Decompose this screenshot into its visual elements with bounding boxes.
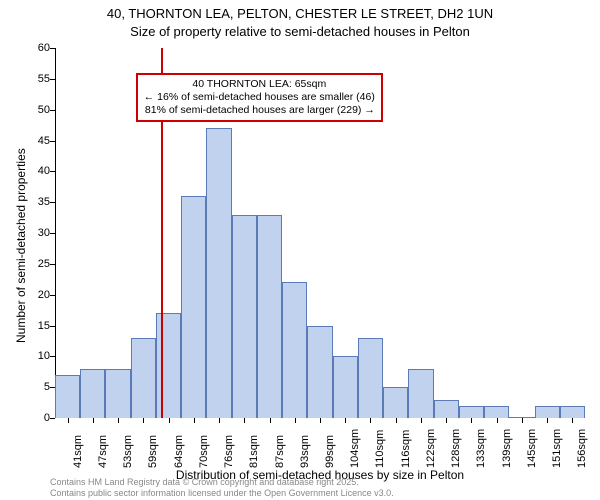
x-tick-label: 93sqm (299, 435, 311, 468)
x-tick-label: 59sqm (147, 435, 159, 468)
histogram-bar (535, 406, 560, 418)
x-tick-mark (320, 418, 321, 423)
histogram-bar (257, 215, 282, 419)
y-axis-line (55, 48, 56, 418)
x-tick-label: 133sqm (475, 429, 487, 468)
y-tick-label: 20 (20, 289, 50, 301)
title-line-2: Size of property relative to semi-detach… (0, 24, 600, 39)
y-tick-label: 45 (20, 135, 50, 147)
x-tick-mark (270, 418, 271, 423)
y-tick-label: 15 (20, 320, 50, 332)
x-tick-label: 87sqm (274, 435, 286, 468)
x-tick-mark (471, 418, 472, 423)
x-tick-mark (497, 418, 498, 423)
x-tick-label: 116sqm (400, 430, 412, 468)
x-tick-mark (370, 418, 371, 423)
histogram-bar (383, 387, 408, 418)
x-tick-label: 139sqm (501, 429, 513, 468)
x-tick-mark (522, 418, 523, 423)
histogram-bar (80, 369, 105, 418)
x-tick-label: 47sqm (97, 435, 109, 468)
y-tick-label: 5 (20, 381, 50, 393)
x-tick-mark (421, 418, 422, 423)
plot-area: 40 THORNTON LEA: 65sqm← 16% of semi-deta… (55, 48, 585, 418)
annotation-line-1: 40 THORNTON LEA: 65sqm (144, 78, 375, 91)
y-tick-label: 50 (20, 104, 50, 116)
histogram-bar (181, 196, 206, 418)
histogram-bar (408, 369, 433, 418)
footer-attribution: Contains HM Land Registry data © Crown c… (50, 477, 394, 498)
histogram-bar (156, 313, 181, 418)
x-tick-label: 64sqm (173, 435, 185, 468)
histogram-bar (459, 406, 484, 418)
x-tick-label: 156sqm (576, 429, 588, 468)
footer-line-1: Contains HM Land Registry data © Crown c… (50, 477, 394, 487)
x-tick-mark (68, 418, 69, 423)
y-axis-label: Number of semi-detached properties (14, 148, 28, 343)
x-tick-mark (93, 418, 94, 423)
x-tick-mark (244, 418, 245, 423)
y-tick-label: 0 (20, 412, 50, 424)
x-tick-mark (169, 418, 170, 423)
histogram-bar (206, 128, 231, 418)
histogram-bar (358, 338, 383, 418)
x-tick-label: 99sqm (324, 435, 336, 468)
x-tick-label: 104sqm (349, 429, 361, 468)
annotation-box: 40 THORNTON LEA: 65sqm← 16% of semi-deta… (136, 73, 383, 122)
x-tick-label: 122sqm (425, 429, 437, 468)
x-tick-mark (118, 418, 119, 423)
chart-container: 40, THORNTON LEA, PELTON, CHESTER LE STR… (0, 0, 600, 500)
y-tick-label: 40 (20, 165, 50, 177)
histogram-bar (105, 369, 130, 418)
y-tick-label: 35 (20, 196, 50, 208)
x-tick-label: 81sqm (248, 435, 260, 468)
x-tick-mark (143, 418, 144, 423)
x-tick-label: 145sqm (526, 429, 538, 468)
x-tick-mark (396, 418, 397, 423)
x-tick-mark (572, 418, 573, 423)
x-tick-label: 151sqm (551, 429, 563, 468)
histogram-bar (282, 282, 307, 418)
histogram-bar (560, 406, 585, 418)
y-tick-label: 30 (20, 227, 50, 239)
histogram-bar (484, 406, 509, 418)
y-tick-label: 55 (20, 73, 50, 85)
x-tick-label: 41sqm (72, 435, 84, 468)
y-tick-label: 25 (20, 258, 50, 270)
histogram-bar (232, 215, 257, 419)
x-tick-label: 76sqm (223, 435, 235, 468)
x-tick-mark (295, 418, 296, 423)
x-tick-mark (345, 418, 346, 423)
x-tick-mark (194, 418, 195, 423)
histogram-bar (131, 338, 156, 418)
x-tick-mark (446, 418, 447, 423)
x-tick-mark (219, 418, 220, 423)
y-tick-mark (50, 418, 55, 419)
title-line-1: 40, THORNTON LEA, PELTON, CHESTER LE STR… (0, 6, 600, 21)
histogram-bar (333, 356, 358, 418)
x-tick-label: 53sqm (122, 435, 134, 468)
histogram-bar (434, 400, 459, 419)
annotation-line-2: ← 16% of semi-detached houses are smalle… (144, 91, 375, 104)
x-tick-label: 128sqm (450, 429, 462, 468)
x-tick-mark (547, 418, 548, 423)
histogram-bar (55, 375, 80, 418)
footer-line-2: Contains public sector information licen… (50, 488, 394, 498)
y-tick-label: 10 (20, 350, 50, 362)
x-tick-label: 70sqm (198, 435, 210, 468)
histogram-bar (307, 326, 332, 419)
x-tick-label: 110sqm (374, 430, 386, 468)
annotation-line-3: 81% of semi-detached houses are larger (… (144, 104, 375, 117)
y-tick-label: 60 (20, 42, 50, 54)
